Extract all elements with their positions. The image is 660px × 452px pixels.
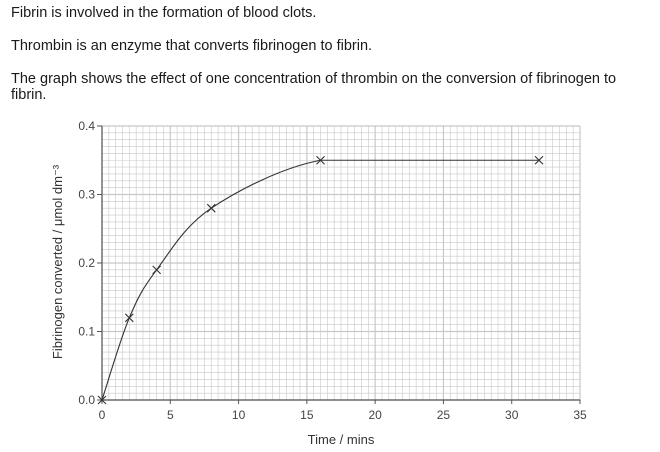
data-point-marker	[534, 155, 544, 165]
series-line	[101, 159, 540, 401]
y-axis-label: Fibrinogen converted / μmol dm⁻³	[50, 164, 65, 359]
intro-text-fibrin: Fibrin is involved in the formation of b…	[11, 5, 317, 21]
tick-labels: 0 5 10 15 20 25 30 35 0.0 0.1 0.2 0.3 0.4	[78, 119, 587, 422]
y-tick-label: 0.4	[78, 119, 95, 133]
marker-stroke	[534, 155, 544, 165]
intro-text-graph-description: The graph shows the effect of one concen…	[11, 71, 617, 103]
y-tick-label: 0.1	[78, 325, 95, 339]
intro-text-thrombin: Thrombin is an enzyme that converts fibr…	[11, 38, 373, 54]
x-axis-label: Time / mins	[308, 432, 375, 447]
data-point-marker	[97, 395, 107, 405]
x-tick-label: 0	[99, 408, 106, 422]
major-gridlines	[101, 125, 581, 401]
axes	[97, 125, 581, 404]
x-tick-label: 15	[300, 408, 314, 422]
y-tick-label: 0.0	[78, 393, 95, 407]
data-point-marker	[206, 203, 216, 213]
data-point-marker	[152, 265, 162, 275]
x-tick-label: 20	[368, 408, 382, 422]
data-series	[97, 155, 544, 405]
marker-stroke	[124, 313, 134, 323]
marker-stroke	[316, 155, 325, 165]
marker-stroke	[152, 265, 162, 275]
data-point-marker	[316, 155, 325, 165]
data-point-marker	[124, 313, 134, 323]
marker-stroke	[206, 203, 216, 213]
x-tick-label: 30	[505, 408, 519, 422]
x-tick-label: 5	[167, 408, 174, 422]
marker-stroke	[97, 395, 107, 405]
x-tick-label: 35	[573, 408, 587, 422]
x-tick-label: 10	[232, 408, 246, 422]
x-tick-label: 25	[437, 408, 451, 422]
y-tick-label: 0.2	[78, 256, 95, 270]
y-tick-label: 0.3	[78, 188, 95, 202]
